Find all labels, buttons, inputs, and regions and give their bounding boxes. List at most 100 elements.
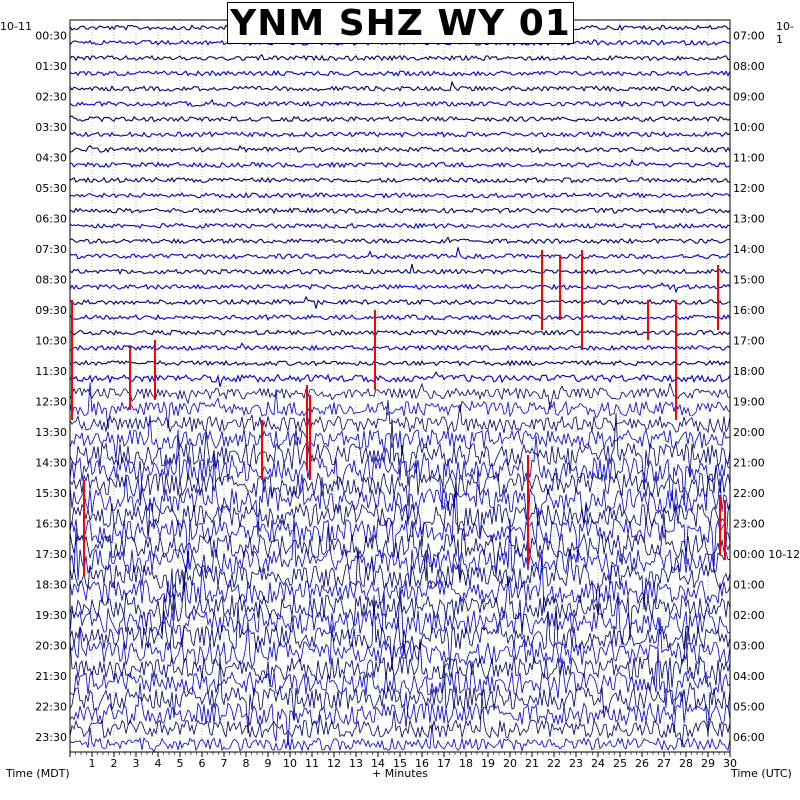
x-axis-title: + Minutes	[372, 767, 429, 780]
seismic-trace-row	[69, 382, 731, 410]
x-tick-label: 14	[371, 757, 385, 770]
left-hour-label: 03:30	[35, 121, 67, 134]
left-hour-label: 00:30	[35, 29, 67, 42]
x-tick-label: 29	[701, 757, 715, 770]
right-hour-label: 14:00	[733, 243, 765, 256]
x-tick-label: 28	[679, 757, 693, 770]
x-tick-label: 10	[283, 757, 297, 770]
seismic-trace-row	[69, 723, 731, 753]
right-hour-label: 19:00	[733, 395, 765, 408]
right-hour-label: 03:00	[733, 639, 765, 652]
left-hour-label: 04:30	[35, 151, 67, 164]
left-hour-label: 10:30	[35, 334, 67, 347]
left-hour-label: 09:30	[35, 304, 67, 317]
seismic-trace-row	[69, 222, 731, 230]
x-tick-label: 6	[199, 757, 206, 770]
right-hour-label: 17:00	[733, 334, 765, 347]
left-hour-label: 06:30	[35, 212, 67, 225]
right-hour-label: 20:00	[733, 426, 765, 439]
x-tick-label: 12	[327, 757, 341, 770]
right-hour-label: 16:00	[733, 304, 765, 317]
x-tick-label: 9	[265, 757, 272, 770]
seismic-trace-row	[69, 516, 731, 588]
seismic-trace-row	[69, 595, 731, 671]
seismic-trace-row	[69, 263, 731, 276]
left-hour-label: 17:30	[35, 548, 67, 561]
right-hour-label: 23:00	[733, 517, 765, 530]
seismic-trace-row	[69, 313, 731, 321]
right-hour-label: 13:00	[733, 212, 765, 225]
minute-grid	[91, 20, 709, 752]
seismic-trace-row	[69, 683, 731, 746]
right-hour-label: 15:00	[733, 273, 765, 286]
x-tick-label: 5	[177, 757, 184, 770]
seismic-trace-row	[69, 207, 731, 215]
right-hour-label: 00:00 10-12	[733, 548, 800, 561]
left-hour-label: 23:30	[35, 731, 67, 744]
right-hour-label: 07:00	[733, 29, 765, 42]
x-tick-label: 16	[415, 757, 429, 770]
x-tick-label: 1	[89, 757, 96, 770]
seismic-trace-row	[69, 329, 731, 337]
right-hour-label: 10:00	[733, 121, 765, 134]
seismic-trace-row	[69, 413, 731, 490]
x-tick-label: 17	[437, 757, 451, 770]
left-hour-label: 18:30	[35, 578, 67, 591]
seismic-trace-row	[69, 342, 731, 352]
x-tick-label: 22	[547, 757, 561, 770]
seismic-trace-row	[69, 36, 731, 47]
left-hour-label: 14:30	[35, 456, 67, 469]
seismic-trace-row	[69, 158, 731, 169]
seismic-trace-row	[69, 53, 731, 62]
x-tick-label: 3	[133, 757, 140, 770]
seismic-trace-row	[69, 236, 731, 245]
right-hour-label: 08:00	[733, 60, 765, 73]
seismic-trace-row	[69, 98, 731, 108]
seismic-trace-row	[69, 631, 731, 688]
tick-group	[69, 752, 731, 757]
seismic-trace-row	[69, 282, 731, 294]
right-hour-label: 18:00	[733, 365, 765, 378]
right-hour-label: 12:00	[733, 182, 765, 195]
seismic-trace-row	[69, 400, 731, 434]
seismic-trace-row	[69, 295, 731, 309]
seismic-trace-row	[69, 452, 731, 537]
seismic-trace-row	[69, 247, 731, 260]
x-tick-label: 23	[569, 757, 583, 770]
seismic-trace-row	[69, 478, 731, 547]
x-tick-label: 7	[221, 757, 228, 770]
seismic-trace-row	[69, 694, 731, 748]
seismic-trace-row	[69, 571, 731, 641]
label-group: 1 2 3 4 5 6 7 8 9 10 11 12 13 14 15 16 17 18 19 20 21 22 23 24 2…	[35, 29, 800, 770]
left-hour-label: 21:30	[35, 670, 67, 683]
left-hour-label: 20:30	[35, 639, 67, 652]
left-hour-label: 22:30	[35, 700, 67, 713]
seismic-trace-row	[69, 80, 731, 93]
x-tick-label: 30	[723, 757, 737, 770]
right-hour-label: 05:00	[733, 700, 765, 713]
start-date-left: 10-11	[0, 20, 32, 33]
right-hour-label: 01:00	[733, 578, 765, 591]
left-hour-label: 16:30	[35, 517, 67, 530]
seismic-trace-row	[69, 617, 731, 669]
x-tick-label: 4	[155, 757, 162, 770]
seismic-trace-row	[69, 371, 731, 387]
seismic-trace-row	[69, 144, 731, 154]
seismic-trace-row	[69, 657, 731, 737]
left-hour-label: 15:30	[35, 487, 67, 500]
x-tick-label: 8	[243, 757, 250, 770]
seismic-trace-row	[69, 493, 731, 569]
seismic-trace-row	[69, 547, 731, 621]
x-tick-label: 24	[591, 757, 605, 770]
seismic-trace-row	[69, 176, 731, 184]
right-hour-label: 11:00	[733, 151, 765, 164]
x-tick-label: 2	[111, 757, 118, 770]
left-hour-label: 08:30	[35, 273, 67, 286]
right-hour-label: 21:00	[733, 456, 765, 469]
x-tick-label: 15	[393, 757, 407, 770]
x-tick-label: 20	[503, 757, 517, 770]
left-hour-label: 12:30	[35, 395, 67, 408]
left-hour-label: 05:30	[35, 182, 67, 195]
seismic-trace-row	[69, 69, 731, 77]
